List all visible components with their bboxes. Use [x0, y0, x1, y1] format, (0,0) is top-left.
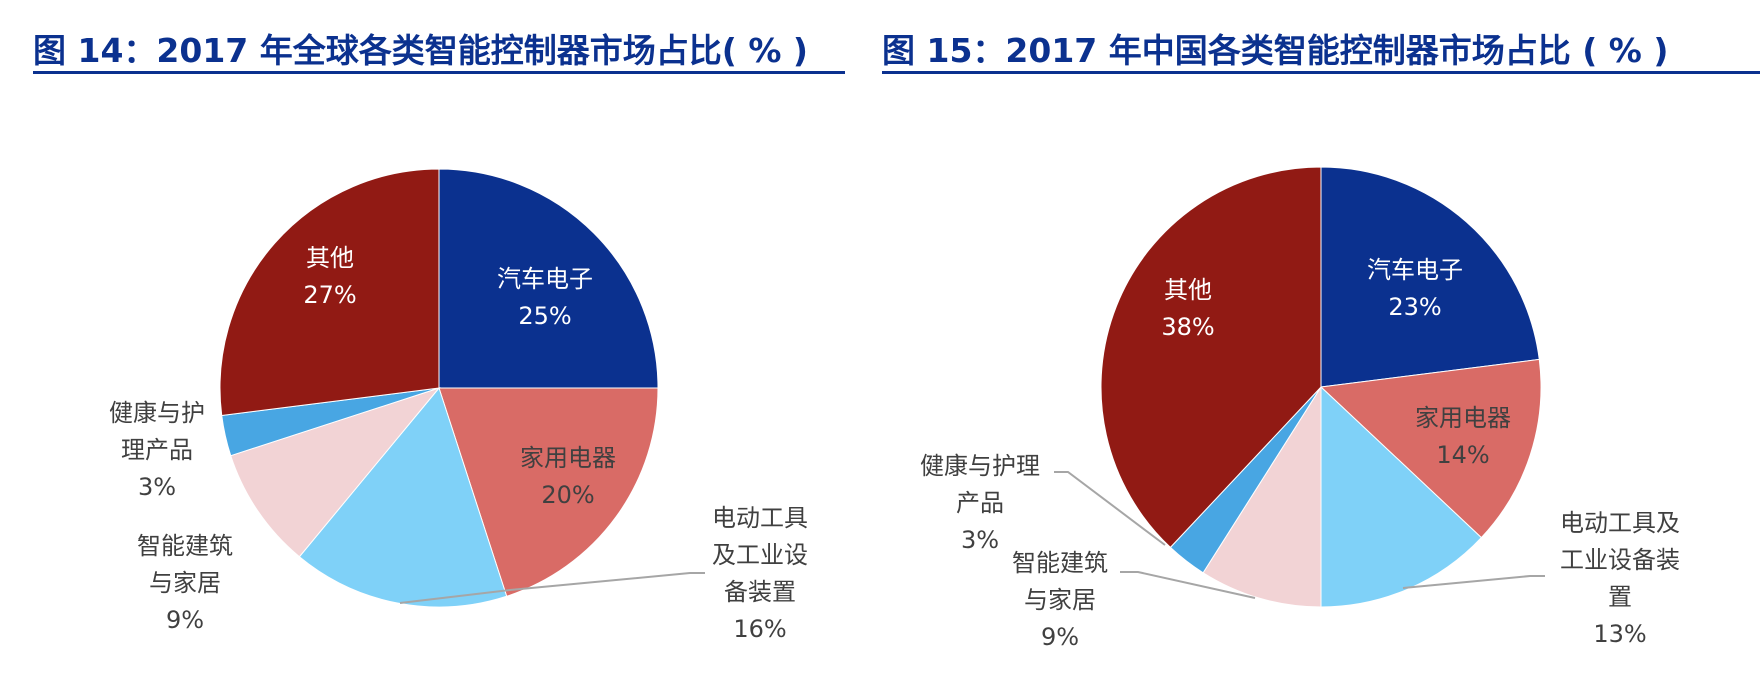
chart2-title-underline	[882, 71, 1760, 74]
chart2-title: 图 15：2017 年中国各类智能控制器市场占比 ( % )	[882, 31, 1669, 70]
chart1-label-tools: 电动工具 及工业设 备装置 16%	[712, 504, 808, 643]
chart2-label-home: 家用电器 14%	[1415, 404, 1511, 469]
chart1-title-underline	[33, 71, 845, 74]
chart2-leader-building	[1120, 571, 1256, 599]
pie-slice	[1320, 385, 1483, 608]
chart1-label-auto: 汽车电子 25%	[497, 265, 593, 330]
pie-slice	[438, 168, 659, 389]
chart2-label-other: 其他 38%	[1161, 276, 1215, 341]
pie-slice	[230, 386, 441, 558]
chart2-label-tools: 电动工具及 工业设备装 置 13%	[1560, 509, 1680, 648]
chart1-label-home: 家用电器 20%	[520, 444, 616, 509]
chart1-leader-tools	[399, 572, 705, 604]
pie-slice	[1100, 166, 1322, 549]
pie-slice	[1320, 166, 1540, 388]
chart1-label-building: 智能建筑 与家居 9%	[137, 532, 233, 634]
pie-slice	[219, 168, 440, 417]
chart1-label-health: 健康与护 理产品 3%	[109, 399, 205, 501]
chart2-label-health: 健康与护理 产品 3%	[920, 452, 1040, 554]
pie-slice	[1319, 358, 1542, 539]
chart2-leader-health	[1054, 471, 1166, 546]
chart1-pie	[219, 168, 659, 608]
chart2-leader-tools	[1402, 575, 1545, 589]
chart2-pie	[1100, 166, 1542, 608]
chart2-label-auto: 汽车电子 23%	[1367, 256, 1463, 321]
chart1-label-other: 其他 27%	[303, 244, 357, 309]
pie-slice	[1202, 385, 1322, 608]
chart1-title: 图 14：2017 年全球各类智能控制器市场占比( % )	[33, 31, 808, 70]
pie-slice	[438, 387, 659, 597]
pie-slice	[298, 386, 508, 608]
chart2-label-building: 智能建筑 与家居 9%	[1012, 549, 1108, 651]
